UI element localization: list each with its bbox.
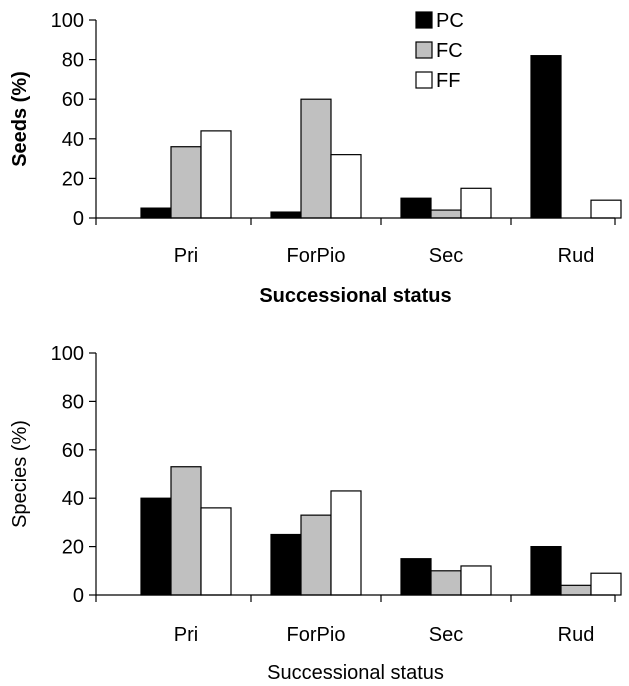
legend-label-fc: FC bbox=[436, 40, 463, 62]
x-tick-label: ForPio bbox=[287, 245, 346, 267]
bar-fc-sec bbox=[430, 209, 462, 219]
bar-ff-rud bbox=[590, 199, 622, 219]
y-tick-label: 100 bbox=[51, 10, 84, 32]
y-tick-label: 100 bbox=[51, 343, 84, 365]
bar-fc-forpio bbox=[300, 514, 332, 596]
bar-pc-sec bbox=[400, 558, 432, 596]
bar-pc-rud bbox=[530, 55, 562, 219]
bar-pc-pri bbox=[140, 207, 172, 219]
x-tick-label: Rud bbox=[558, 245, 595, 267]
y-tick-label: 0 bbox=[73, 585, 84, 607]
legend-swatch-fc bbox=[415, 41, 433, 59]
y-tick-label: 40 bbox=[62, 129, 84, 151]
bar-ff-rud bbox=[590, 572, 622, 596]
legend-swatch-ff bbox=[415, 71, 433, 89]
x-tick-label: Pri bbox=[174, 624, 198, 646]
bar-ff-pri bbox=[200, 507, 232, 596]
species-chart: 0 20 40 60 80 100 Pri ForPio Sec Rud Successional … bbox=[9, 343, 622, 684]
x-tick-label: Sec bbox=[429, 245, 463, 267]
x-tick-label: Sec bbox=[429, 624, 463, 646]
x-tick-label: Rud bbox=[558, 624, 595, 646]
seeds-chart: 0 20 40 60 80 100 Pri ForPio Sec Rud Successional … bbox=[9, 10, 622, 307]
legend-swatch-pc bbox=[415, 11, 433, 29]
bar-ff-pri bbox=[200, 130, 232, 219]
bar-pc-rud bbox=[530, 545, 562, 596]
y-tick-label: 80 bbox=[62, 391, 84, 413]
bar-fc-pri bbox=[170, 146, 202, 219]
bar-fc-forpio bbox=[300, 98, 332, 219]
bar-pc-pri bbox=[140, 497, 172, 596]
x-tick-label: ForPio bbox=[287, 624, 346, 646]
x-tick-label: Pri bbox=[174, 245, 198, 267]
bar-fc-sec bbox=[430, 570, 462, 596]
y-tick-label: 40 bbox=[62, 488, 84, 510]
y-tick-label: 80 bbox=[62, 50, 84, 72]
bar-fc-pri bbox=[170, 466, 202, 596]
y-axis-title: Species (%) bbox=[9, 420, 31, 528]
legend-label-ff: FF bbox=[436, 70, 460, 92]
bar-ff-forpio bbox=[330, 154, 362, 219]
bar-fc-rud bbox=[560, 584, 592, 596]
bar-ff-sec bbox=[460, 565, 492, 596]
bar-pc-sec bbox=[400, 197, 432, 219]
x-axis-title: Successional status bbox=[259, 285, 451, 307]
bar-pc-forpio bbox=[270, 533, 302, 596]
bar-ff-forpio bbox=[330, 490, 362, 596]
y-tick-label: 20 bbox=[62, 537, 84, 559]
legend-label-pc: PC bbox=[436, 10, 464, 32]
y-tick-label: 60 bbox=[62, 440, 84, 462]
bar-pc-forpio bbox=[270, 211, 302, 219]
y-axis-title: Seeds (%) bbox=[9, 71, 31, 167]
y-tick-label: 60 bbox=[62, 89, 84, 111]
y-tick-label: 0 bbox=[73, 208, 84, 230]
x-axis-title: Successional status bbox=[267, 662, 444, 684]
bar-ff-sec bbox=[460, 187, 492, 219]
y-tick-label: 20 bbox=[62, 168, 84, 190]
